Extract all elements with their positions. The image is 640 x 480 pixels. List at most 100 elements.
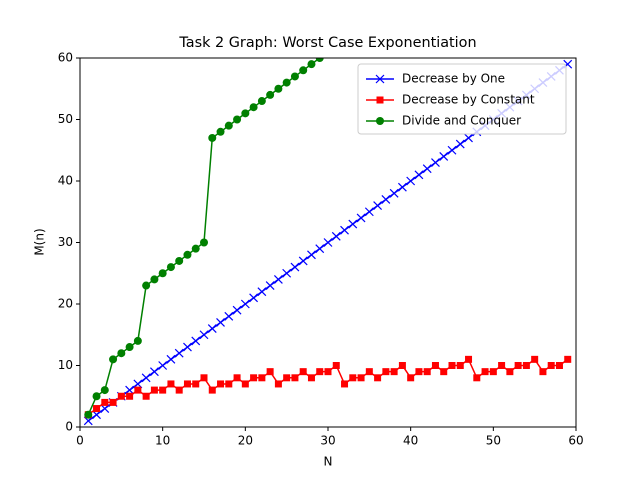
data-point — [431, 362, 439, 369]
data-point — [547, 362, 555, 369]
data-point — [241, 109, 250, 118]
data-point — [109, 355, 118, 364]
data-point — [299, 368, 307, 376]
data-point — [290, 262, 300, 272]
data-point — [101, 398, 109, 406]
data-point — [489, 368, 497, 376]
data-point — [93, 405, 101, 413]
data-point — [241, 380, 249, 388]
data-point — [307, 374, 315, 382]
data-point — [233, 115, 242, 124]
data-point — [216, 127, 225, 136]
data-point — [365, 368, 373, 376]
data-point — [390, 368, 398, 376]
data-point — [298, 256, 308, 266]
chart-title: Task 2 Graph: Worst Case Exponentiation — [178, 35, 476, 51]
data-point — [117, 392, 125, 400]
data-point — [233, 374, 241, 382]
legend-marker — [376, 117, 384, 125]
data-point — [423, 368, 431, 376]
data-point — [356, 213, 366, 223]
data-point — [274, 84, 283, 93]
data-point — [522, 362, 530, 369]
data-point — [407, 374, 415, 382]
data-point — [299, 66, 308, 75]
data-point — [364, 207, 374, 217]
data-point — [506, 368, 514, 376]
legend-marker — [376, 96, 384, 104]
data-point — [117, 349, 126, 358]
y-tick-label: 60 — [58, 51, 73, 65]
data-point — [208, 133, 217, 142]
y-tick-label: 50 — [58, 112, 73, 126]
data-point — [555, 362, 563, 369]
data-point — [324, 368, 332, 376]
data-point — [175, 386, 183, 394]
y-tick-label: 0 — [65, 420, 73, 434]
data-point — [398, 362, 406, 369]
data-point — [166, 354, 176, 364]
data-point — [448, 362, 456, 369]
data-point — [200, 238, 208, 247]
data-point — [514, 362, 522, 369]
data-point — [142, 392, 150, 400]
data-point — [200, 374, 208, 382]
data-point — [341, 380, 349, 388]
data-point — [126, 392, 134, 400]
data-point — [158, 361, 168, 370]
data-point — [249, 103, 258, 112]
data-point — [374, 374, 382, 382]
legend-box — [357, 63, 567, 135]
data-point — [192, 380, 200, 388]
data-point — [439, 151, 449, 161]
data-point — [133, 336, 142, 345]
data-point — [481, 368, 489, 376]
data-point — [415, 368, 423, 376]
data-point — [191, 244, 200, 253]
data-point — [498, 362, 506, 369]
data-point — [382, 368, 390, 376]
data-point — [381, 195, 391, 204]
x-tick-label: 50 — [486, 434, 501, 448]
data-point — [207, 324, 217, 334]
data-point — [282, 78, 291, 87]
data-point — [332, 362, 340, 369]
x-axis-label: N — [324, 455, 333, 469]
data-point — [224, 311, 234, 321]
x-tick-label: 10 — [155, 434, 170, 448]
data-point — [291, 374, 299, 382]
data-point — [199, 330, 209, 340]
data-point — [431, 158, 440, 167]
data-point — [257, 97, 266, 106]
data-point — [265, 281, 275, 290]
data-point — [315, 244, 325, 254]
data-point — [349, 374, 357, 382]
legend-label: Decrease by Constant — [402, 93, 535, 107]
legend-label: Divide and Conquer — [402, 114, 521, 128]
x-tick-label: 40 — [403, 434, 418, 448]
data-point — [455, 139, 465, 149]
data-point — [225, 380, 233, 388]
data-point — [373, 201, 383, 211]
data-point — [273, 274, 283, 284]
data-point — [357, 374, 365, 382]
data-point — [125, 343, 134, 352]
data-point — [307, 250, 316, 260]
y-tick-label: 40 — [58, 174, 73, 188]
data-point — [134, 386, 142, 394]
data-point — [447, 145, 457, 155]
data-point — [315, 58, 324, 62]
data-point — [266, 90, 275, 99]
data-point — [250, 374, 258, 382]
data-point — [464, 133, 473, 143]
data-point — [307, 60, 316, 69]
data-point — [109, 398, 117, 406]
data-point — [290, 72, 299, 81]
data-point — [240, 299, 250, 309]
data-point — [249, 293, 259, 303]
data-point — [217, 380, 225, 388]
data-point — [282, 268, 292, 278]
data-point — [100, 386, 109, 395]
legend-label: Decrease by One — [402, 72, 505, 86]
